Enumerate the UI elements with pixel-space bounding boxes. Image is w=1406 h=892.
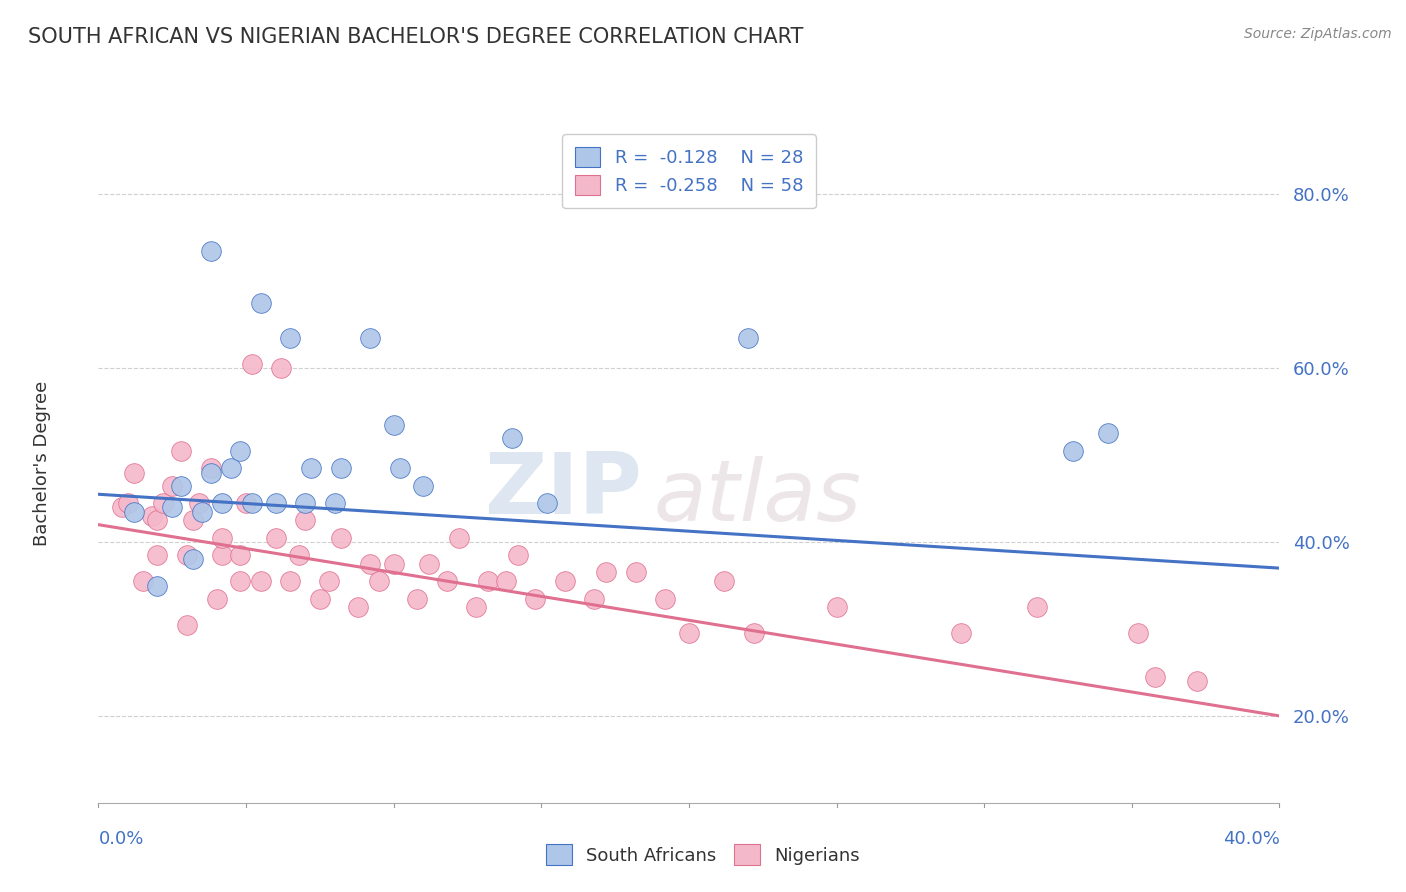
Point — [382, 417, 405, 432]
Text: 40.0%: 40.0% — [1223, 830, 1279, 848]
Point — [436, 574, 458, 589]
Point — [270, 361, 292, 376]
Point — [181, 513, 204, 527]
Point — [1062, 443, 1084, 458]
Point — [200, 244, 222, 258]
Point — [299, 461, 322, 475]
Point — [278, 331, 302, 345]
Point — [309, 591, 332, 606]
Point — [536, 496, 558, 510]
Text: SOUTH AFRICAN VS NIGERIAN BACHELOR'S DEGREE CORRELATION CHART: SOUTH AFRICAN VS NIGERIAN BACHELOR'S DEG… — [28, 27, 803, 46]
Legend: South Africans, Nigerians: South Africans, Nigerians — [537, 835, 869, 874]
Point — [742, 626, 765, 640]
Point — [146, 578, 169, 592]
Point — [329, 531, 352, 545]
Point — [229, 574, 252, 589]
Point — [347, 600, 370, 615]
Point — [146, 513, 169, 527]
Point — [191, 505, 214, 519]
Point — [368, 574, 391, 589]
Point — [162, 500, 183, 515]
Point — [506, 548, 529, 562]
Point — [122, 466, 145, 480]
Point — [524, 591, 547, 606]
Point — [240, 496, 263, 510]
Point — [200, 461, 222, 475]
Point — [388, 461, 411, 475]
Point — [318, 574, 340, 589]
Point — [146, 548, 169, 562]
Point — [294, 496, 316, 510]
Point — [122, 505, 145, 519]
Text: Bachelor's Degree: Bachelor's Degree — [34, 381, 51, 547]
Point — [211, 531, 233, 545]
Point — [1126, 626, 1149, 640]
Point — [678, 626, 700, 640]
Point — [211, 496, 233, 510]
Point — [1097, 426, 1119, 441]
Point — [554, 574, 576, 589]
Point — [264, 496, 287, 510]
Point — [205, 591, 228, 606]
Point — [501, 431, 523, 445]
Point — [447, 531, 470, 545]
Point — [1026, 600, 1049, 615]
Point — [595, 566, 617, 580]
Point — [825, 600, 848, 615]
Point — [1185, 674, 1208, 689]
Point — [240, 357, 263, 371]
Point — [187, 496, 209, 510]
Point — [170, 478, 193, 492]
Point — [152, 496, 174, 510]
Point — [170, 443, 193, 458]
Point — [654, 591, 676, 606]
Point — [329, 461, 352, 475]
Point — [117, 496, 139, 510]
Point — [200, 466, 222, 480]
Point — [264, 531, 287, 545]
Point — [624, 566, 647, 580]
Text: 0.0%: 0.0% — [98, 830, 143, 848]
Legend: R =  -0.128    N = 28, R =  -0.258    N = 58: R = -0.128 N = 28, R = -0.258 N = 58 — [562, 134, 815, 208]
Point — [412, 478, 434, 492]
Point — [176, 617, 198, 632]
Point — [406, 591, 429, 606]
Point — [141, 508, 163, 523]
Point — [278, 574, 302, 589]
Point — [359, 331, 381, 345]
Point — [250, 574, 273, 589]
Point — [495, 574, 517, 589]
Point — [176, 548, 198, 562]
Point — [713, 574, 735, 589]
Point — [477, 574, 499, 589]
Point — [250, 296, 273, 310]
Point — [219, 461, 242, 475]
Point — [132, 574, 155, 589]
Point — [229, 443, 252, 458]
Point — [465, 600, 488, 615]
Text: ZIP: ZIP — [484, 450, 641, 533]
Point — [294, 513, 316, 527]
Point — [583, 591, 606, 606]
Point — [418, 557, 440, 571]
Point — [323, 496, 346, 510]
Point — [162, 478, 183, 492]
Text: atlas: atlas — [654, 456, 862, 540]
Point — [1144, 670, 1167, 684]
Point — [211, 548, 233, 562]
Text: Source: ZipAtlas.com: Source: ZipAtlas.com — [1244, 27, 1392, 41]
Point — [181, 552, 204, 566]
Point — [235, 496, 257, 510]
Point — [359, 557, 381, 571]
Point — [111, 500, 134, 515]
Point — [229, 548, 252, 562]
Point — [288, 548, 311, 562]
Point — [382, 557, 405, 571]
Point — [737, 331, 759, 345]
Point — [949, 626, 972, 640]
